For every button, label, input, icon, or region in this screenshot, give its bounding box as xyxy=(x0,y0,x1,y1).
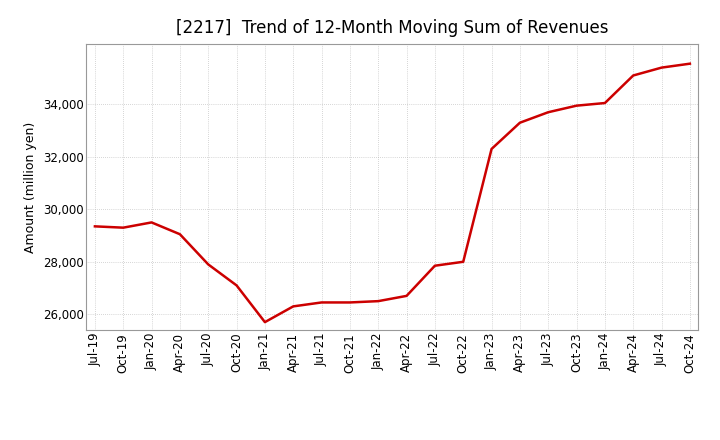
Title: [2217]  Trend of 12-Month Moving Sum of Revenues: [2217] Trend of 12-Month Moving Sum of R… xyxy=(176,19,608,37)
Y-axis label: Amount (million yen): Amount (million yen) xyxy=(24,121,37,253)
